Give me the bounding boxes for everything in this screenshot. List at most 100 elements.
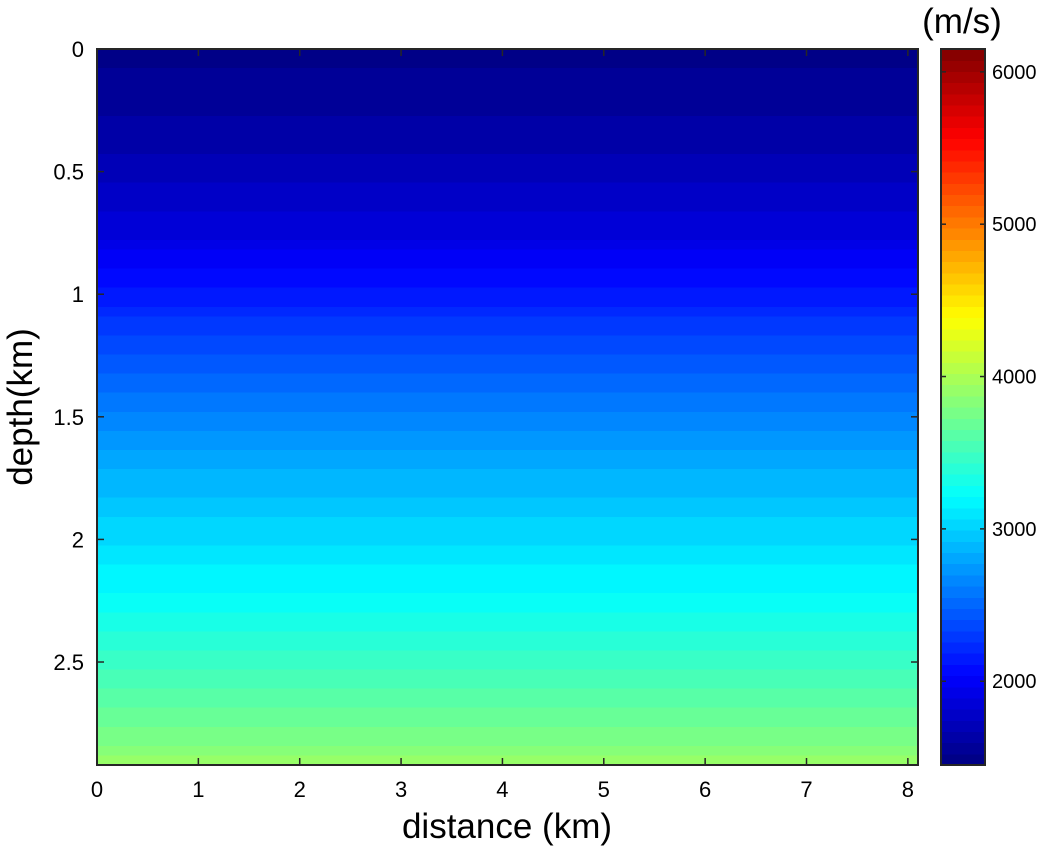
heatmap-row — [97, 220, 918, 231]
heatmap-row — [97, 49, 918, 60]
heatmap-row — [97, 564, 918, 575]
heatmap-row — [97, 469, 918, 480]
colorbar-swatch — [941, 205, 985, 218]
colorbar-swatch — [941, 339, 985, 352]
y-axis: 0 0.5 1 1.5 2 2.5 — [53, 37, 918, 675]
heatmap-row — [97, 440, 918, 451]
colorbar-swatch — [941, 250, 985, 263]
y-tick-label: 0.5 — [53, 160, 84, 185]
colorbar-swatch — [941, 172, 985, 184]
heatmap-row — [97, 163, 918, 174]
heatmap-row — [97, 659, 918, 671]
colorbar-swatch — [941, 317, 985, 330]
colorbar-swatch — [941, 60, 985, 72]
heatmap-row — [97, 383, 918, 394]
heatmap-row — [97, 144, 918, 155]
colorbar-swatch — [941, 597, 985, 609]
plot-area — [97, 49, 918, 766]
x-axis: 0 1 2 3 4 5 6 7 8 — [91, 49, 914, 802]
colorbar-swatch — [941, 138, 985, 151]
heatmap-row — [97, 707, 918, 718]
heatmap-row — [97, 421, 918, 432]
colorbar-swatch — [941, 194, 985, 207]
colorbar-swatch — [941, 742, 985, 755]
heatmap-row — [97, 449, 918, 461]
y-axis-label: depth(km) — [1, 328, 40, 486]
colorbar-swatch — [941, 731, 985, 744]
colorbar-swatch — [941, 127, 985, 140]
heatmap-row — [97, 459, 918, 470]
heatmap-row — [97, 745, 918, 757]
colorbar-swatch — [941, 552, 985, 565]
colorbar-swatch — [941, 228, 985, 240]
heatmap-row — [97, 736, 918, 747]
heatmap-row — [97, 497, 918, 508]
heatmap-row — [97, 68, 918, 79]
heatmap-row — [97, 669, 918, 680]
heatmap-row — [97, 306, 918, 317]
colorbar-swatch — [941, 574, 985, 587]
colorbar-swatch — [941, 619, 985, 632]
heatmap-row — [97, 612, 918, 623]
heatmap-row — [97, 688, 918, 699]
colorbar — [941, 49, 985, 766]
x-tick-label: 7 — [800, 777, 812, 802]
colorbar-swatch — [941, 283, 985, 296]
colorbar-swatch — [941, 653, 985, 665]
heatmap-row — [97, 354, 918, 365]
heatmap-row — [97, 478, 918, 489]
colorbar-swatch — [941, 485, 985, 498]
heatmap-row — [97, 115, 918, 126]
heatmap-row — [97, 87, 918, 98]
heatmap-row — [97, 134, 918, 146]
colorbar-swatch — [941, 351, 985, 363]
heatmap-row — [97, 364, 918, 375]
heatmap-row — [97, 726, 918, 737]
y-tick-label: 2 — [72, 527, 84, 552]
heatmap-row — [97, 507, 918, 518]
y-tick-label: 2.5 — [53, 650, 84, 675]
colorbar-swatch — [941, 49, 985, 61]
heatmap-row — [97, 287, 918, 298]
heatmap-row — [97, 583, 918, 594]
heatmap-row — [97, 239, 918, 251]
x-axis-label: distance (km) — [402, 807, 612, 846]
colorbar-swatch — [941, 753, 985, 766]
colorbar-swatch — [941, 418, 985, 430]
heatmap-row — [97, 278, 918, 289]
colorbar-swatch — [941, 216, 985, 229]
colorbar-swatch — [941, 373, 985, 386]
colorbar-swatch — [941, 440, 985, 453]
heatmap-row — [97, 755, 918, 766]
x-tick-label: 2 — [294, 777, 306, 802]
colorbar-swatch — [941, 149, 985, 162]
colorbar-swatch — [941, 675, 985, 688]
heatmap-row — [97, 717, 918, 728]
colorbar-tick-label: 4000 — [992, 367, 1037, 389]
colorbar-swatch — [941, 608, 985, 621]
colorbar-swatch — [941, 306, 985, 319]
colorbar-swatch — [941, 462, 985, 475]
x-tick-label: 3 — [395, 777, 407, 802]
heatmap-row — [97, 650, 918, 661]
colorbar-swatch — [941, 720, 985, 733]
heatmap-row — [97, 631, 918, 642]
colorbar-swatch — [941, 239, 985, 251]
x-tick-label: 5 — [598, 777, 610, 802]
colorbar-label: (m/s) — [922, 2, 1002, 41]
colorbar-swatch — [941, 183, 985, 196]
heatmap-row — [97, 402, 918, 413]
heatmap-row — [97, 230, 918, 241]
axes-frame — [96, 48, 919, 766]
colorbar-swatch — [941, 407, 985, 419]
colorbar-swatch — [941, 686, 985, 699]
heatmap-row — [97, 488, 918, 499]
heatmap-row — [97, 106, 918, 117]
heatmap-row — [97, 201, 918, 212]
x-tick-label: 8 — [902, 777, 914, 802]
colorbar-swatch — [941, 451, 985, 464]
colorbar-swatch — [941, 116, 985, 128]
heatmap-row — [97, 182, 918, 193]
heatmap-row — [97, 154, 918, 165]
